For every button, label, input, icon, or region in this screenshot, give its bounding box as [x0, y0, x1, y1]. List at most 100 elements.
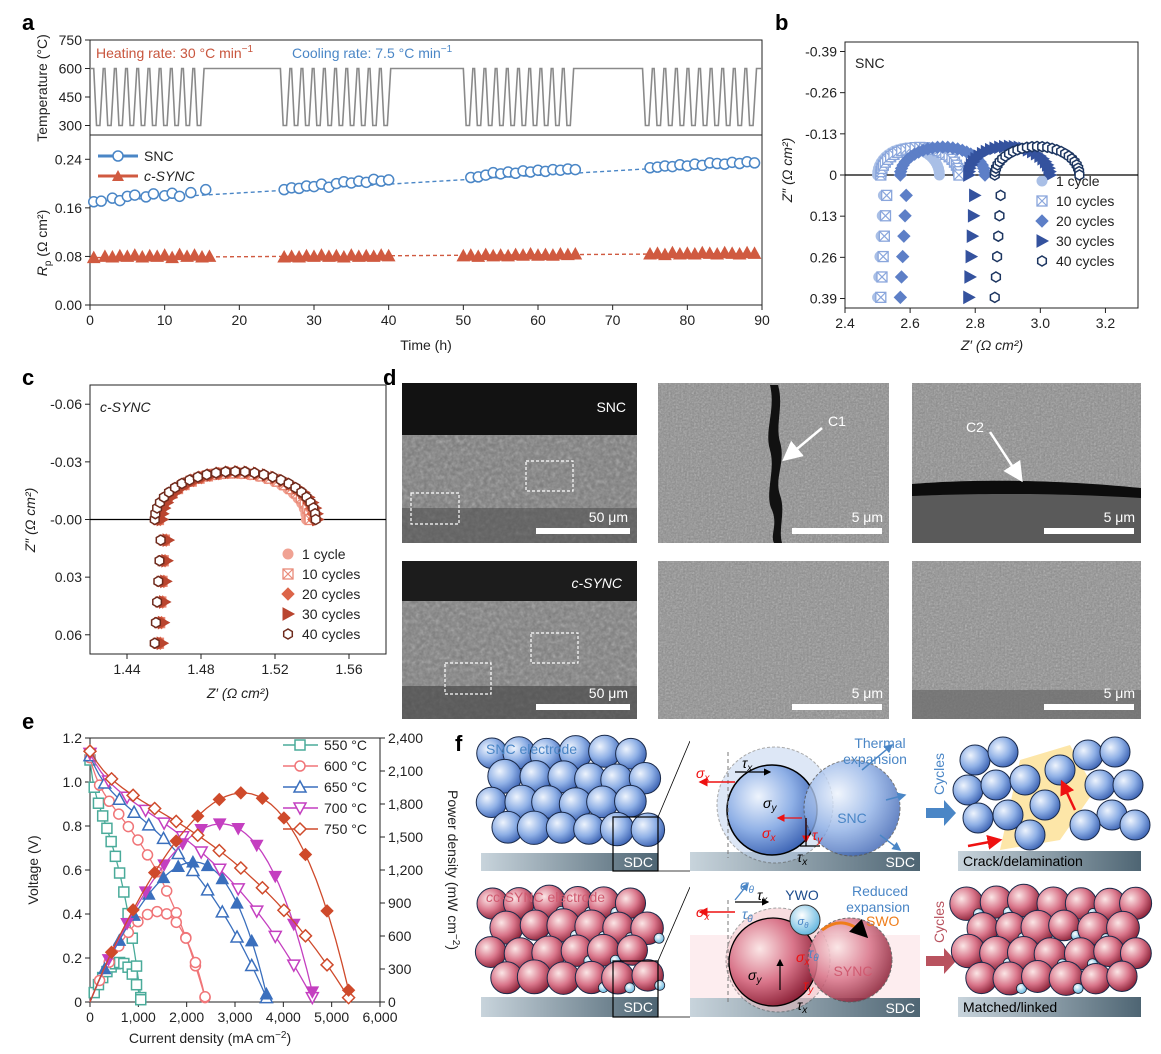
e-ytick-label: 1.2: [63, 730, 83, 746]
e-voltage-point: [212, 843, 227, 858]
e-voltage-point: [341, 990, 356, 1005]
e-power-point: [199, 991, 211, 1003]
e-power-point: [126, 903, 140, 917]
nyq-point: [893, 290, 908, 305]
nyq-ytick-label: -0.39: [805, 44, 837, 60]
nyq-point: [933, 169, 945, 181]
e-voltage-point: [190, 828, 205, 843]
e-voltage-point: [212, 863, 227, 877]
e-voltage-point: [255, 880, 270, 895]
e-voltage-point: [286, 959, 302, 973]
panel-label-b: b: [775, 10, 788, 35]
nyq-point: [992, 250, 1003, 263]
e-power-point: [320, 904, 334, 918]
e-voltage-point: [105, 835, 117, 848]
e-power-point: [180, 932, 192, 944]
schematic-particle: [952, 774, 984, 806]
a-xtick-label: 20: [232, 312, 248, 328]
a-legend: SNC c-SYNC: [98, 148, 195, 184]
e-power-point: [147, 865, 162, 880]
nyq-point: [898, 209, 912, 223]
a-rp-ytick-label: 0.16: [55, 200, 82, 216]
e-voltage-point: [113, 808, 125, 820]
snc-electrode-schematic: SNC electrode SDC: [475, 734, 666, 872]
legend-csync-marker: [112, 170, 124, 181]
e-power-point: [298, 847, 313, 862]
nyq-point: [953, 169, 965, 181]
nyq-legend-label: 10 cycles: [302, 566, 360, 582]
a-temp-ytick-label: 450: [59, 89, 83, 105]
a-point-c-SYNC: [329, 248, 344, 262]
a-rp-ytick-label: 0.00: [55, 297, 82, 313]
snc-particle-label: SNC: [837, 810, 867, 826]
a-xtick-label: 60: [530, 312, 546, 328]
e-voltage-point: [92, 797, 105, 809]
e-power-point: [189, 956, 202, 969]
panel-d: SNC 50 μm C1 5 μm C2 5 μm: [402, 383, 1141, 719]
csync-stress-schematic: σx τx σθ τθ σθ σx σy τθ τy τx SYNC YWO S…: [690, 877, 920, 1017]
nyq-legend-marker: [1036, 234, 1050, 248]
sigma-theta-particle: σθ: [798, 916, 810, 930]
e-y2tick-label: 2,400: [388, 730, 423, 746]
nyq-point: [967, 208, 981, 223]
matched-linked-label: Matched/linked: [963, 999, 1057, 1015]
a-point-c-SYNC: [344, 248, 359, 261]
nyq-xtick-label: 2.4: [835, 315, 855, 331]
e-ytick-label: 0.2: [63, 950, 83, 966]
e-power-point: [151, 905, 163, 918]
schematic-particle: [959, 744, 991, 776]
legend-csync-label: c-SYNC: [144, 168, 195, 184]
e-voltage-point: [141, 817, 157, 831]
a-point-SNC: [748, 157, 761, 169]
nyq-point: [878, 230, 890, 242]
e-voltage-point: [233, 860, 248, 876]
nyq-point: [152, 596, 163, 608]
nyq-ytick-label: 0.39: [810, 291, 837, 307]
e-voltage-point: [132, 834, 144, 846]
nyq-xtick-label: 1.44: [113, 661, 140, 677]
nyq-xtick-label: 3.2: [1096, 315, 1116, 331]
zoom-line: [657, 740, 691, 818]
a-rp-ytick-label: 0.24: [55, 151, 82, 167]
nyq-xtick-label: 1.48: [187, 661, 214, 677]
a-point-c-SYNC: [157, 248, 172, 261]
nyq-point: [876, 271, 888, 283]
tau-x-label-2: τx: [757, 887, 768, 906]
nyq-ytick-label: 0: [829, 167, 837, 183]
e-voltage-point: [170, 907, 183, 919]
e-y2tick-label: 900: [388, 895, 412, 911]
e-voltage-point: [230, 883, 246, 897]
nyq-xtick-label: 2.8: [965, 315, 985, 331]
schematic-particle: [615, 737, 647, 770]
a-xtick-label: 0: [86, 312, 94, 328]
e-xtick-label: 0: [86, 1009, 94, 1025]
nyq-legend-marker: [282, 568, 294, 580]
a-point-SNC: [95, 195, 107, 207]
tau-theta-label: τθ: [742, 906, 753, 925]
sem-scale-50-snc: 50 μm: [589, 509, 628, 525]
e-power-point: [249, 839, 264, 853]
schematic-particle: [1029, 789, 1061, 821]
e-voltage-point: [169, 814, 184, 829]
a-point-SNC: [185, 186, 197, 199]
e-voltage-point: [156, 830, 171, 845]
schematic-particle: [1099, 736, 1131, 768]
panel-c: -0.06-0.03-0.000.030.061.44 1.48 1.52 1.56 …: [22, 384, 387, 701]
c-title: c-SYNC: [100, 399, 151, 415]
a-xtick-label: 90: [754, 312, 770, 328]
sigma-x-label: σx: [696, 765, 710, 784]
tau-x-bottom: τx: [797, 849, 808, 868]
a-point-SNC: [569, 163, 582, 176]
e-legend-label: 550 °C: [324, 737, 367, 753]
e-voltage-point: [126, 804, 142, 818]
schematic-particle: [516, 959, 552, 995]
e-ytick-label: 1.0: [63, 774, 83, 790]
nyq-point: [894, 270, 909, 284]
nyq-point: [210, 467, 222, 479]
e-y2tick-label: 600: [388, 928, 412, 944]
a-temp-ylabel: Temperature (°C): [34, 34, 50, 142]
e-voltage-point: [141, 849, 154, 861]
e-legend-label: 700 °C: [324, 800, 367, 816]
nyq-point: [965, 249, 979, 264]
e-voltage-point: [244, 957, 259, 972]
